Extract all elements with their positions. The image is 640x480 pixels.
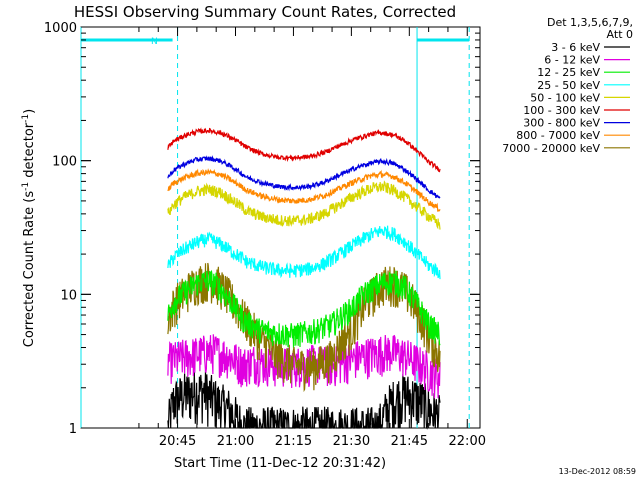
y-label-sup2: -1	[21, 114, 31, 123]
legend-label: 800 - 7000 keV	[516, 129, 600, 142]
annotation-n: N	[151, 37, 158, 47]
plot-area: N	[80, 26, 481, 430]
legend-header: Det 1,3,5,6,7,9, Att 0	[547, 16, 633, 41]
timestamp: 13-Dec-2012 08:59	[559, 467, 636, 476]
y-axis: 1 10 100 1000	[44, 21, 480, 437]
x-tick-label: 21:30	[333, 434, 370, 449]
legend-label: 50 - 100 keV	[530, 91, 600, 104]
series-line-0	[167, 371, 441, 430]
chart-title: HESSI Observing Summary Count Rates, Cor…	[74, 3, 456, 21]
legend-label: 100 - 300 keV	[523, 104, 600, 117]
x-tick-label: 22:00	[449, 434, 486, 449]
series-line-2	[167, 269, 441, 349]
y-label-part1: Corrected Count Rate (s	[22, 191, 37, 348]
y-label-part2: detector	[22, 122, 37, 182]
y-tick-label: 10	[60, 288, 77, 303]
series-line-3	[167, 225, 441, 280]
series-line-7	[167, 168, 441, 213]
y-tick-label: 100	[52, 155, 77, 170]
x-tick-label: 21:15	[275, 434, 312, 449]
legend-label: 6 - 12 keV	[544, 54, 600, 67]
series-line-6	[167, 155, 441, 199]
series-layer	[167, 127, 441, 430]
legend-label: 25 - 50 keV	[537, 79, 600, 92]
legend-detectors: Det 1,3,5,6,7,9,	[547, 16, 633, 29]
x-axis-label: Start Time (11-Dec-12 20:31:42)	[174, 456, 386, 471]
x-tick-label: 20:45	[159, 434, 196, 449]
series-line-4	[167, 180, 441, 230]
x-tick-label: 21:45	[391, 434, 428, 449]
series-line-8	[167, 262, 441, 393]
x-tick-label: 21:00	[217, 434, 254, 449]
legend-attenuator: Att 0	[607, 28, 633, 41]
y-label-sup1: -1	[21, 182, 31, 191]
legend-label: 7000 - 20000 keV	[502, 142, 600, 155]
y-axis-label: Corrected Count Rate (s-1 detector-1)	[21, 109, 37, 347]
y-tick-label: 1000	[44, 21, 77, 36]
legend-label: 3 - 6 keV	[551, 41, 600, 54]
legend-label: 300 - 800 keV	[523, 117, 600, 130]
x-axis: 20:45 21:00 21:15 21:30 21:45 22:00	[138, 27, 486, 449]
y-tick-label: 1	[69, 422, 77, 437]
y-label-part3: )	[22, 109, 37, 114]
legend-label: 12 - 25 keV	[537, 66, 600, 79]
series-line-5	[167, 127, 441, 173]
